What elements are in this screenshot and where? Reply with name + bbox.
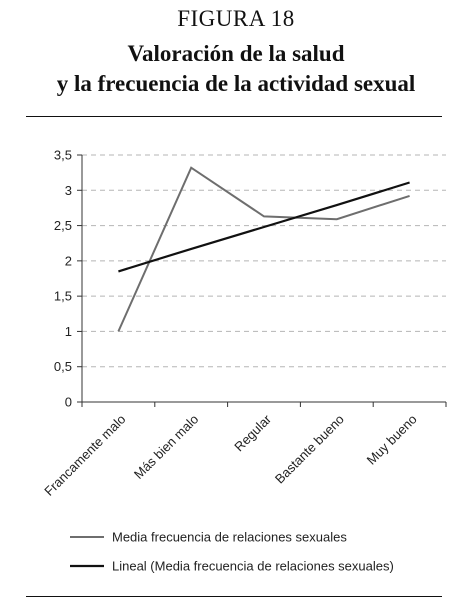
y-tick-label: 3,5 [54,148,72,163]
series-lines [117,166,410,332]
legend-label: Lineal (Media frecuencia de relaciones s… [112,559,394,574]
y-tick-label: 1 [65,324,72,339]
gridlines [82,154,446,368]
y-tick-label: 0 [65,395,72,410]
y-axis-ticks: 0 0,5 1 1,5 2 2,5 3 3,5 [54,148,82,410]
axes [81,155,446,403]
chart-title-line-2: y la frecuencia de la actividad sexual [56,71,416,96]
chart-title: Valoración de la salud y la frecuencia d… [0,39,472,99]
legend-label: Media frecuencia de relaciones sexuales [112,530,347,545]
figure-label: FIGURA 18 [177,6,295,31]
x-axis-ticks: Francamente malo Más bien malo RegularBast… [41,402,447,499]
x-tick-label: Muy bueno [364,412,420,468]
y-tick-label: 3 [65,183,72,198]
x-tick-label: Más bien malo [131,412,201,482]
x-tick-label: Francamente malo [41,412,128,499]
y-tick-label: 1,5 [54,289,72,304]
series-line [118,181,410,273]
y-tick-label: 0,5 [54,359,72,374]
x-tick-label: Bastante bueno [272,412,347,487]
bottom-rule [26,596,442,597]
y-tick-label: 2 [65,253,72,268]
legend: Media frecuencia de relaciones sexuales L… [70,530,394,574]
x-tick-label: Regular [231,411,274,454]
series-line [117,166,410,332]
chart-title-line-1: Valoración de la salud [127,41,345,66]
top-rule [26,116,442,117]
y-tick-label: 2,5 [54,218,72,233]
